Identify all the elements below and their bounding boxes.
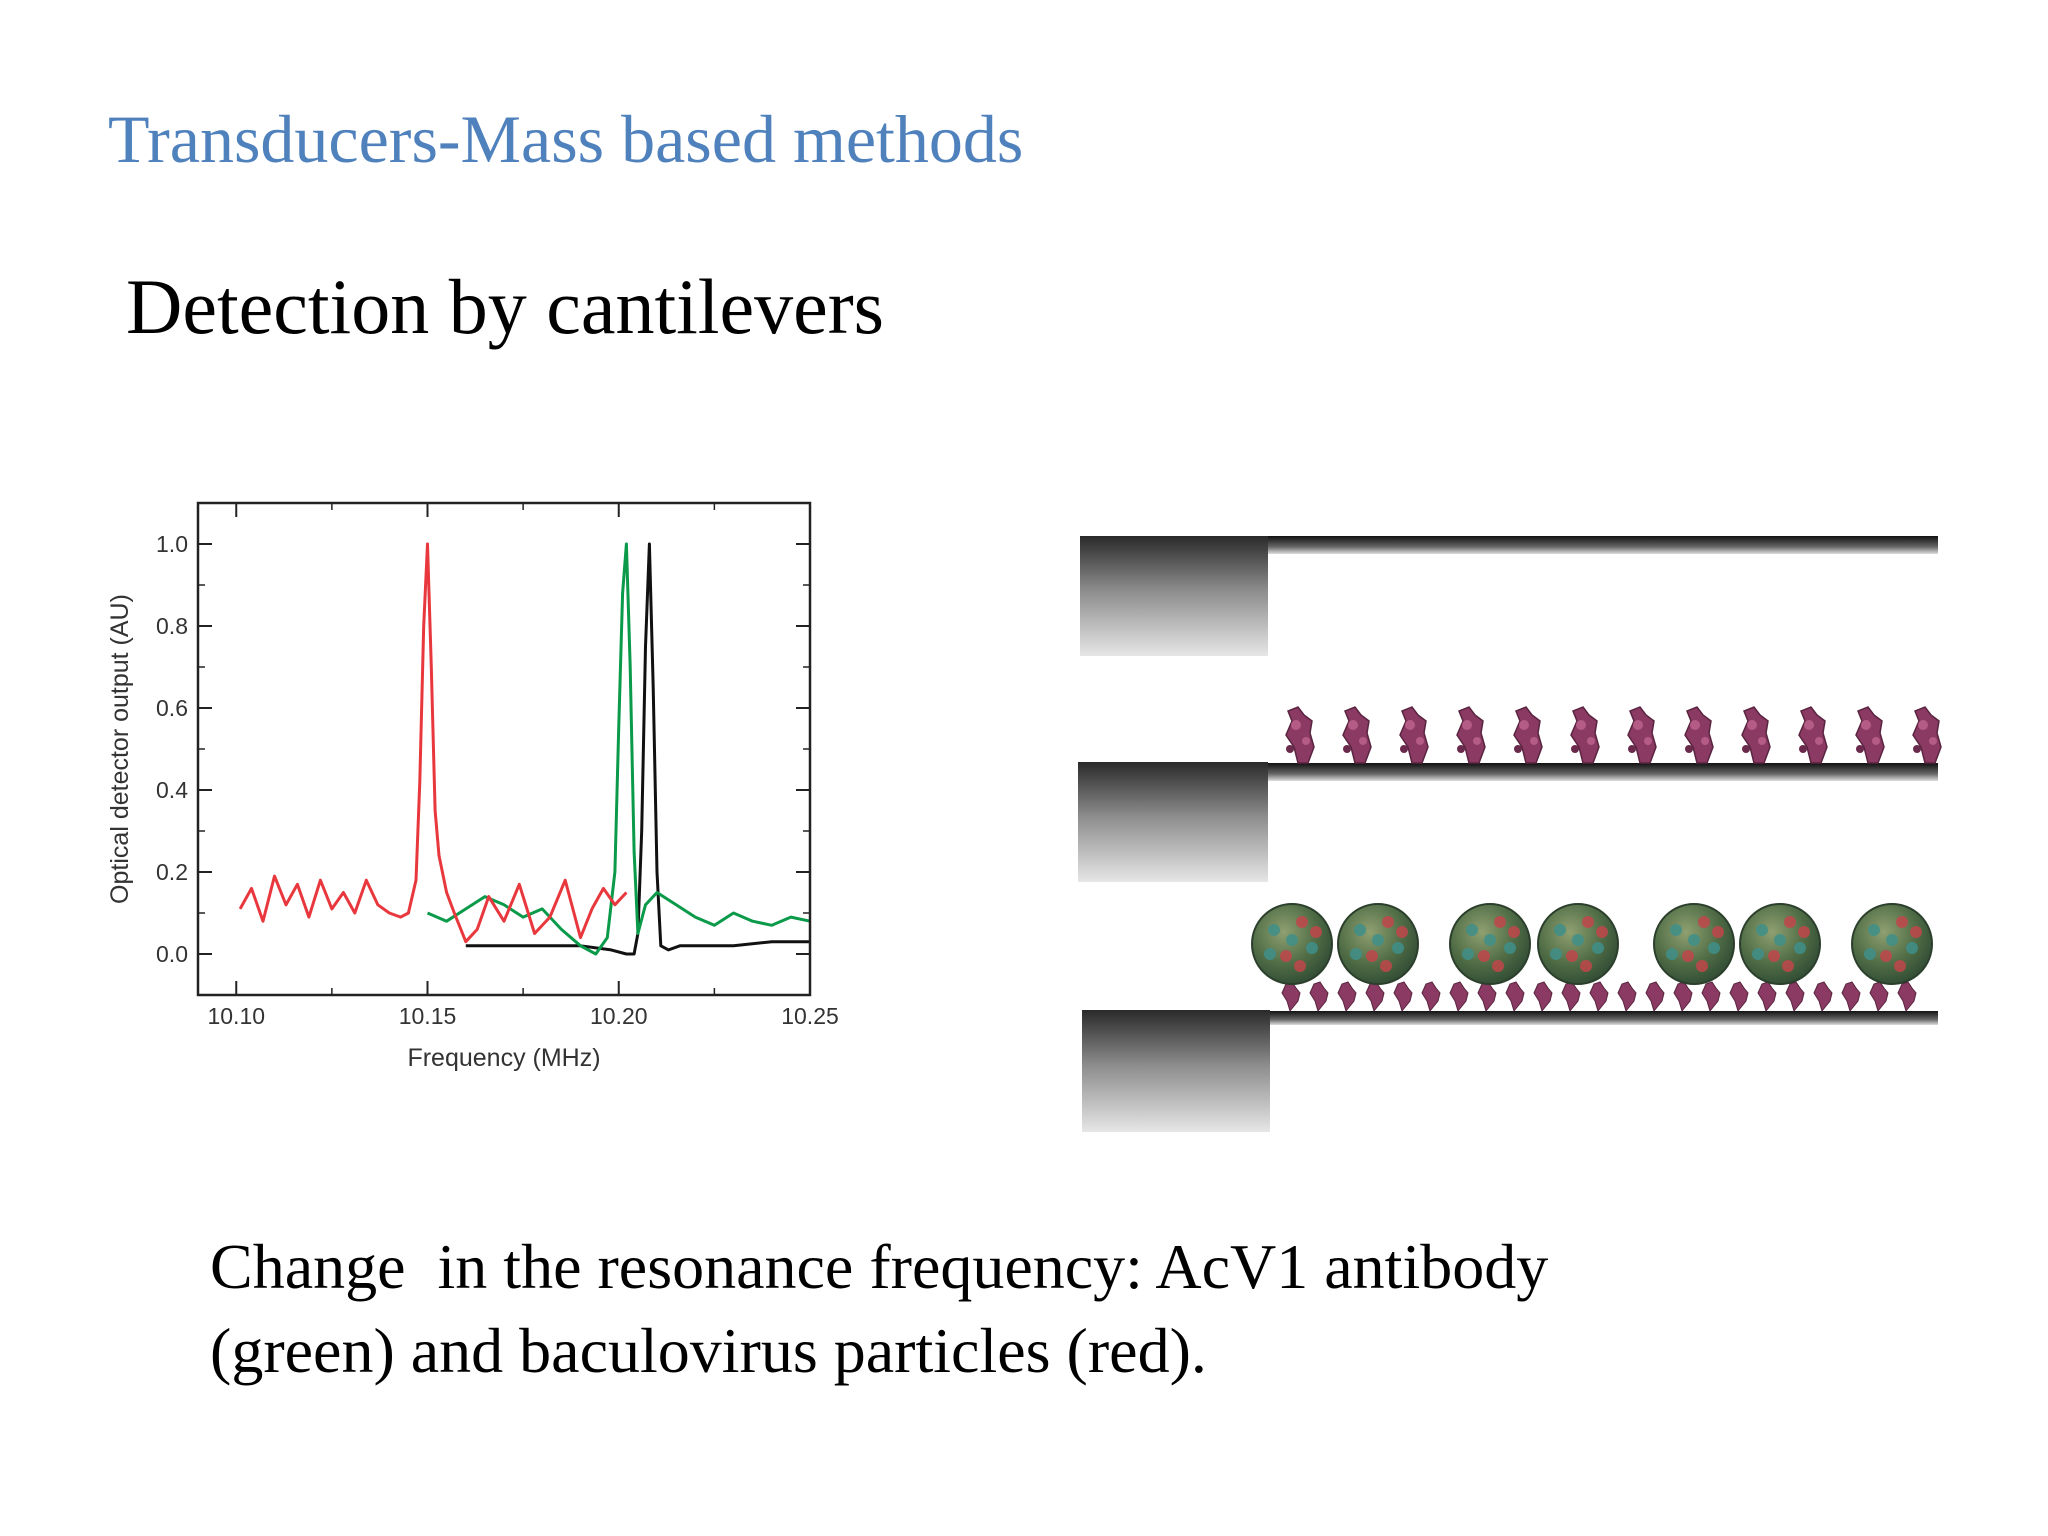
antibody-small xyxy=(1841,981,1861,1013)
antibody-small xyxy=(1533,981,1553,1013)
antibody-small xyxy=(1673,981,1693,1013)
x-axis-title: Frequency (MHz) xyxy=(407,1044,600,1072)
antibody-molecule xyxy=(1855,706,1885,764)
antibody-small xyxy=(1701,981,1721,1013)
baculovirus-particle xyxy=(1251,903,1333,985)
baculovirus-particle xyxy=(1851,903,1933,985)
cantilever-beam xyxy=(1270,1011,1938,1025)
antibody-small xyxy=(1589,981,1609,1013)
antibody-small xyxy=(1561,981,1581,1013)
antibody-small xyxy=(1365,981,1385,1013)
antibody-small xyxy=(1393,981,1413,1013)
baculovirus-particle xyxy=(1449,903,1531,985)
antibody-small xyxy=(1617,981,1637,1013)
slide-subtitle: Detection by cantilevers xyxy=(126,263,885,350)
antibody-molecule xyxy=(1912,706,1942,764)
antibody-small xyxy=(1337,981,1357,1013)
antibody-small xyxy=(1645,981,1665,1013)
cantilever-base xyxy=(1078,762,1268,882)
y-axis-title: Optical detector output (AU) xyxy=(106,594,134,904)
caption: Change in the resonance frequency: AcV1 … xyxy=(210,1225,2010,1393)
antibody-molecule xyxy=(1570,706,1600,764)
antibody-molecule xyxy=(1627,706,1657,764)
series-black-line xyxy=(465,542,810,956)
antibody-molecule xyxy=(1684,706,1714,764)
plot-frame xyxy=(196,501,812,997)
antibody-small xyxy=(1281,981,1301,1013)
series-red-line xyxy=(238,542,628,944)
antibody-small xyxy=(1309,981,1329,1013)
x-tick-label: 10.25 xyxy=(781,1003,839,1029)
cantilever-base xyxy=(1080,536,1268,656)
cantilever-base xyxy=(1082,1010,1270,1132)
y-tick-label: 0.0 xyxy=(156,941,188,967)
antibody-small xyxy=(1757,981,1777,1013)
antibody-small xyxy=(1897,981,1917,1013)
antibody-small xyxy=(1421,981,1441,1013)
x-tick-label: 10.20 xyxy=(590,1003,648,1029)
antibody-molecule xyxy=(1741,706,1771,764)
antibody-small xyxy=(1813,981,1833,1013)
antibody-molecule xyxy=(1513,706,1543,764)
antibody-molecule xyxy=(1456,706,1486,764)
cantilever-beam xyxy=(1268,536,1938,554)
caption-line-2: (green) and baculovirus particles (red). xyxy=(210,1315,1207,1386)
antibody-molecule xyxy=(1285,706,1315,764)
y-tick-label: 0.8 xyxy=(156,613,188,639)
baculovirus-particle xyxy=(1337,903,1419,985)
baculovirus-particle xyxy=(1739,903,1821,985)
series-green-line xyxy=(426,542,811,956)
antibody-small xyxy=(1505,981,1525,1013)
antibody-molecule xyxy=(1342,706,1372,764)
y-tick-label: 0.6 xyxy=(156,695,188,721)
antibody-small xyxy=(1869,981,1889,1013)
caption-line-1: Change in the resonance frequency: AcV1 … xyxy=(210,1231,1549,1302)
cantilever-antibody xyxy=(1078,706,1942,882)
slide-title: Transducers-Mass based methods xyxy=(108,101,1024,177)
baculovirus-particle xyxy=(1653,903,1735,985)
antibody-molecule xyxy=(1798,706,1828,764)
cantilever-bare xyxy=(1080,536,1938,656)
y-tick-label: 0.4 xyxy=(156,777,188,803)
antibody-small xyxy=(1785,981,1805,1013)
x-tick-label: 10.15 xyxy=(399,1003,457,1029)
antibody-small xyxy=(1477,981,1497,1013)
cantilever-antibody-virus xyxy=(1082,903,1938,1132)
x-tick-label: 10.10 xyxy=(207,1003,265,1029)
y-tick-label: 1.0 xyxy=(156,531,188,557)
y-tick-label: 0.2 xyxy=(156,859,188,885)
baculovirus-particle xyxy=(1537,903,1619,985)
cantilever-beam xyxy=(1268,763,1938,781)
antibody-molecule xyxy=(1399,706,1429,764)
antibody-small xyxy=(1449,981,1469,1013)
antibody-small xyxy=(1729,981,1749,1013)
